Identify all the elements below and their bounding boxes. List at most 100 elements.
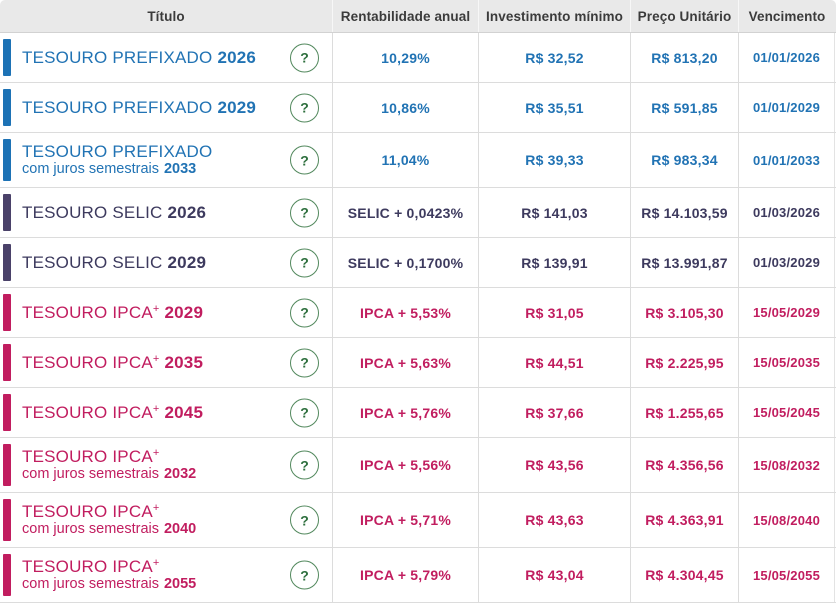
rentability-cell: 10,29% — [332, 33, 478, 82]
rentability-cell: IPCA + 5,79% — [332, 548, 478, 602]
help-icon[interactable]: ? — [290, 93, 319, 122]
bond-title-line1: TESOURO SELIC 2029 — [22, 252, 207, 272]
bond-year: 2026 — [217, 47, 257, 67]
unit-price-value: R$ 813,20 — [651, 49, 718, 66]
bond-title: TESOURO IPCA+ com juros semestrais 2040 — [22, 502, 196, 538]
plus-superscript: + — [152, 446, 160, 459]
table-row[interactable]: TESOURO IPCA+ com juros semestrais 2055 ?… — [0, 548, 836, 603]
maturity-cell: 15/08/2032 — [738, 438, 835, 492]
rentability-value: IPCA + 5,56% — [360, 457, 451, 473]
rentability-value: 11,04% — [381, 152, 430, 168]
min-investment-value: R$ 32,52 — [525, 49, 584, 66]
table-row[interactable]: TESOURO SELIC 2029 ? SELIC + 0,1700% R$ 1… — [0, 238, 836, 288]
min-investment-value: R$ 139,91 — [521, 254, 588, 271]
column-header-vencimento: Vencimento — [738, 0, 835, 32]
column-header-rentabilidade: Rentabilidade anual — [332, 0, 478, 32]
help-icon[interactable]: ? — [290, 198, 319, 227]
unit-price-cell: R$ 4.304,45 — [630, 548, 738, 602]
unit-price-cell: R$ 591,85 — [630, 83, 738, 132]
maturity-date: 15/05/2035 — [752, 355, 821, 370]
min-investment-cell: R$ 32,52 — [478, 33, 630, 82]
help-icon[interactable]: ? — [290, 560, 319, 590]
unit-price-cell: R$ 4.363,91 — [630, 493, 738, 547]
table-row[interactable]: TESOURO IPCA+ 2029 ? IPCA + 5,53% R$ 31,0… — [0, 288, 836, 338]
bond-title: TESOURO PREFIXADO 2026 — [22, 48, 256, 68]
bond-title-cell: TESOURO IPCA+ com juros semestrais 2055 ? — [0, 548, 332, 602]
bond-title: TESOURO IPCA+ 2045 — [22, 403, 203, 423]
column-header-titulo: Título — [147, 8, 185, 24]
min-investment-cell: R$ 43,63 — [478, 493, 630, 547]
maturity-cell: 15/08/2040 — [738, 493, 835, 547]
min-investment-value: R$ 35,51 — [525, 99, 584, 116]
help-icon[interactable]: ? — [290, 43, 319, 72]
bond-title-cell: TESOURO IPCA+ com juros semestrais 2040 ? — [0, 493, 332, 547]
maturity-date: 01/01/2029 — [752, 100, 821, 115]
rentability-cell: IPCA + 5,56% — [332, 438, 478, 492]
rentability-value: SELIC + 0,1700% — [347, 254, 464, 271]
unit-price-value: R$ 13.991,87 — [641, 254, 728, 271]
table-row[interactable]: TESOURO IPCA+ 2045 ? IPCA + 5,76% R$ 37,6… — [0, 388, 836, 438]
plus-superscript: + — [152, 556, 160, 569]
bond-title: TESOURO SELIC 2026 — [22, 203, 206, 223]
maturity-cell: 01/01/2029 — [738, 83, 835, 132]
bond-category-color-bar — [3, 244, 11, 281]
bond-title-line1: TESOURO IPCA+ — [22, 446, 160, 466]
rentability-cell: IPCA + 5,53% — [332, 288, 478, 337]
help-icon[interactable]: ? — [290, 505, 319, 535]
maturity-cell: 01/03/2026 — [738, 188, 835, 237]
bond-title: TESOURO PREFIXADO com juros semestrais 20… — [22, 142, 212, 178]
help-icon[interactable]: ? — [290, 145, 319, 175]
table-row[interactable]: TESOURO PREFIXADO com juros semestrais 20… — [0, 133, 836, 188]
unit-price-value: R$ 4.363,91 — [645, 512, 724, 528]
table-header: Título Rentabilidade anual Investimento … — [0, 0, 836, 33]
bond-category-color-bar — [3, 139, 11, 181]
unit-price-cell: R$ 1.255,65 — [630, 388, 738, 437]
table-row[interactable]: TESOURO SELIC 2026 ? SELIC + 0,0423% R$ 1… — [0, 188, 836, 238]
table-row[interactable]: TESOURO PREFIXADO 2029 ? 10,86% R$ 35,51 … — [0, 83, 836, 133]
bond-year: 2029 — [167, 252, 207, 272]
plus-superscript: + — [152, 302, 160, 315]
bond-title-line1: TESOURO IPCA+ 2045 — [22, 402, 204, 422]
maturity-date: 15/08/2032 — [752, 457, 821, 473]
plus-superscript: + — [152, 402, 160, 415]
unit-price-cell: R$ 4.356,56 — [630, 438, 738, 492]
maturity-cell: 15/05/2029 — [738, 288, 835, 337]
rentability-cell: IPCA + 5,63% — [332, 338, 478, 387]
bond-title: TESOURO IPCA+ com juros semestrais 2032 — [22, 447, 196, 483]
help-icon[interactable]: ? — [290, 398, 319, 427]
bond-title: TESOURO IPCA+ com juros semestrais 2055 — [22, 557, 196, 593]
min-investment-cell: R$ 139,91 — [478, 238, 630, 287]
bond-year: 2033 — [163, 161, 197, 178]
table-row[interactable]: TESOURO PREFIXADO 2026 ? 10,29% R$ 32,52 … — [0, 33, 836, 83]
bond-title-line2: com juros semestrais 2033 — [22, 161, 197, 178]
table-body: TESOURO PREFIXADO 2026 ? 10,29% R$ 32,52 … — [0, 33, 836, 603]
bond-title-cell: TESOURO PREFIXADO 2026 ? — [0, 33, 332, 82]
rentability-cell: 11,04% — [332, 133, 478, 187]
bond-category-color-bar — [3, 344, 11, 381]
help-icon[interactable]: ? — [290, 248, 319, 277]
bond-category-color-bar — [3, 554, 11, 596]
bond-title-cell: TESOURO IPCA+ 2029 ? — [0, 288, 332, 337]
rentability-cell: 10,86% — [332, 83, 478, 132]
rentability-cell: SELIC + 0,0423% — [332, 188, 478, 237]
bond-title: TESOURO SELIC 2029 — [22, 253, 206, 273]
bond-title-line1: TESOURO IPCA+ 2029 — [22, 302, 204, 322]
rentability-value: 10,29% — [381, 49, 430, 66]
help-icon[interactable]: ? — [290, 450, 319, 480]
unit-price-value: R$ 983,34 — [651, 152, 718, 168]
bond-year: 2029 — [217, 97, 257, 117]
unit-price-value: R$ 2.225,95 — [645, 354, 724, 371]
rentability-value: IPCA + 5,76% — [360, 404, 451, 421]
help-icon[interactable]: ? — [290, 348, 319, 377]
bond-year: 2055 — [163, 576, 197, 593]
help-icon[interactable]: ? — [290, 298, 319, 327]
unit-price-value: R$ 591,85 — [651, 99, 718, 116]
maturity-date: 15/05/2029 — [752, 305, 821, 320]
min-investment-cell: R$ 43,04 — [478, 548, 630, 602]
table-row[interactable]: TESOURO IPCA+ 2035 ? IPCA + 5,63% R$ 44,5… — [0, 338, 836, 388]
rentability-value: IPCA + 5,79% — [360, 567, 451, 583]
bond-category-color-bar — [3, 39, 11, 76]
bond-category-color-bar — [3, 499, 11, 541]
table-row[interactable]: TESOURO IPCA+ com juros semestrais 2032 ?… — [0, 438, 836, 493]
table-row[interactable]: TESOURO IPCA+ com juros semestrais 2040 ?… — [0, 493, 836, 548]
